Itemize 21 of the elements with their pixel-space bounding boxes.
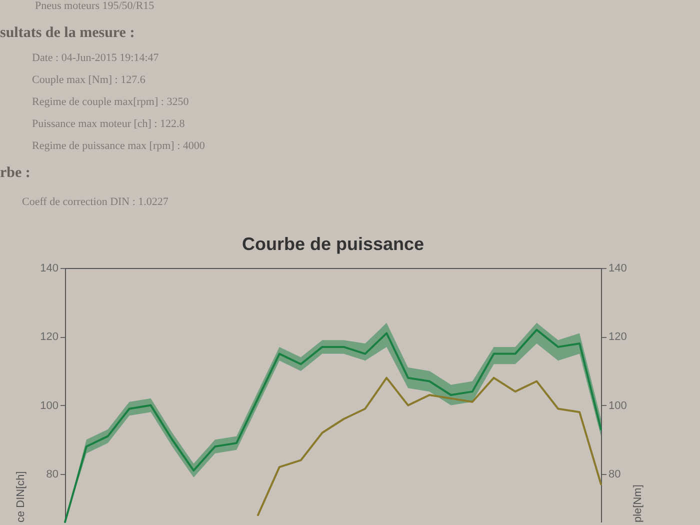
text: Couple max [Nm] : 127.6	[32, 74, 146, 88]
line-series	[256, 376, 602, 516]
y-tick-label: 140	[40, 262, 58, 274]
text: sultats de la mesure :	[0, 24, 135, 42]
chart-title: Courbe de puissance	[242, 234, 424, 254]
y-tick-label: 120	[40, 331, 58, 344]
text: Date : 04-Jun-2015 19:14:47	[32, 52, 159, 66]
text: Regime de puissance max [rpm] : 4000	[32, 140, 205, 154]
text: rbe :	[0, 164, 30, 182]
text: Pneus moteurs 195/50/R15	[35, 0, 154, 14]
y2-tick-label: 140	[608, 262, 627, 274]
y2-axis-title: ple[Nm]	[632, 484, 644, 522]
y-axis-title: ce DIN[ch]	[15, 471, 28, 522]
text: Regime de couple max[rpm] : 3250	[32, 96, 189, 110]
y-tick-label: 100	[40, 400, 58, 412]
y-tick-label: 80	[46, 468, 58, 480]
y2-tick-label: 120	[608, 331, 627, 344]
text: Puissance max moteur [ch] : 122.8	[32, 118, 185, 132]
text: Coeff de correction DIN : 1.0227	[22, 196, 168, 210]
y2-tick-label: 100	[608, 400, 627, 412]
y2-tick-label: 80	[608, 468, 621, 480]
